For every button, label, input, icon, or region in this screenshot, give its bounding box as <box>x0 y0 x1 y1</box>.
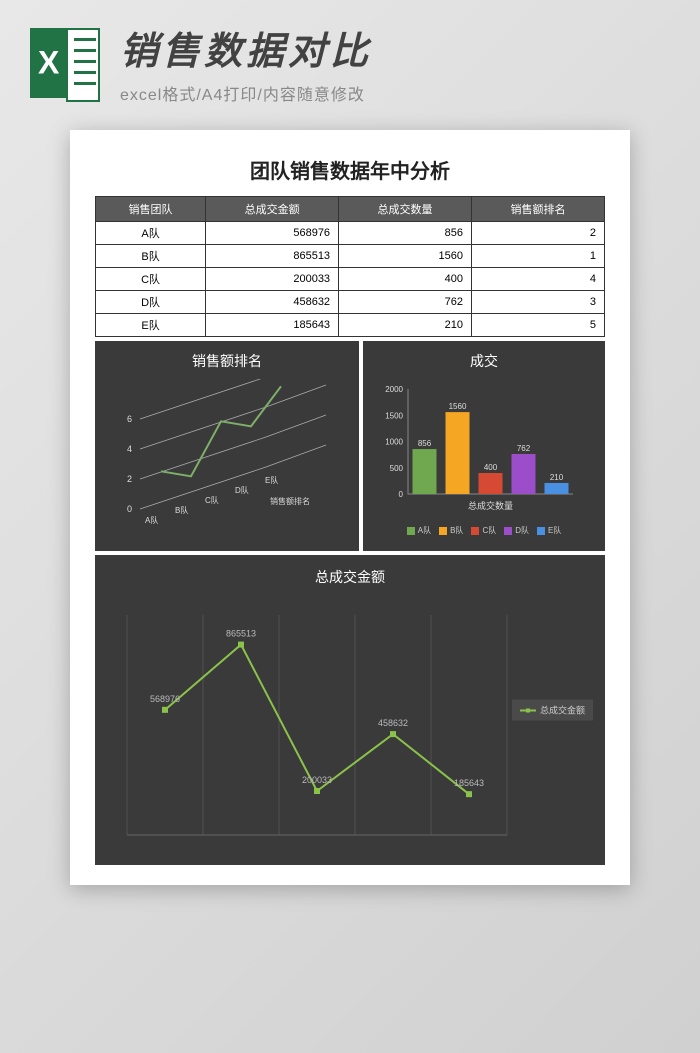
table-cell: E队 <box>96 314 206 337</box>
svg-text:2000: 2000 <box>385 385 403 394</box>
table-cell: 762 <box>339 291 472 314</box>
table-cell: 400 <box>339 268 472 291</box>
svg-text:C队: C队 <box>205 495 219 505</box>
table-cell: 185643 <box>206 314 339 337</box>
svg-text:865513: 865513 <box>226 629 256 639</box>
line-chart: 568976 865513 200033 458632 185643 <box>107 595 527 855</box>
svg-text:762: 762 <box>517 444 531 453</box>
table-cell: 1 <box>472 245 605 268</box>
bar-chart: 0 500 1000 1500 2000 856 1560 400 762 210 总成交数量 <box>373 379 583 519</box>
svg-text:总成交数量: 总成交数量 <box>468 500 513 511</box>
svg-text:1500: 1500 <box>385 411 403 420</box>
table-row: A队5689768562 <box>96 222 605 245</box>
table-header: 总成交金额 <box>206 197 339 222</box>
line-legend: 总成交金额 <box>512 700 593 721</box>
table-cell: A队 <box>96 222 206 245</box>
legend-item: C队 <box>471 525 496 536</box>
table-cell: 1560 <box>339 245 472 268</box>
line-chart-panel: 总成交金额 568976 865513 200033 458632 185643 总成交… <box>95 555 605 865</box>
table-row: E队1856432105 <box>96 314 605 337</box>
svg-text:185643: 185643 <box>454 778 484 788</box>
line-chart-title: 总成交金额 <box>107 567 593 587</box>
svg-text:500: 500 <box>390 464 404 473</box>
table-cell: C队 <box>96 268 206 291</box>
table-row: C队2000334004 <box>96 268 605 291</box>
svg-text:4: 4 <box>127 444 132 454</box>
table-row: D队4586327623 <box>96 291 605 314</box>
svg-text:销售额排名: 销售额排名 <box>270 496 310 506</box>
document-page: 团队销售数据年中分析 销售团队总成交金额总成交数量销售额排名 A队5689768… <box>70 130 630 885</box>
table-cell: 4 <box>472 268 605 291</box>
svg-text:1560: 1560 <box>449 402 467 411</box>
svg-text:6: 6 <box>127 414 132 424</box>
legend-item: D队 <box>504 525 529 536</box>
svg-text:200033: 200033 <box>302 775 332 785</box>
svg-text:568976: 568976 <box>150 694 180 704</box>
bar-chart-title: 成交 <box>373 351 595 371</box>
table-cell: 3 <box>472 291 605 314</box>
table-cell: 5 <box>472 314 605 337</box>
svg-text:210: 210 <box>550 473 564 482</box>
svg-text:458632: 458632 <box>378 718 408 728</box>
doc-title: 团队销售数据年中分析 <box>95 155 605 184</box>
table-cell: B队 <box>96 245 206 268</box>
table-cell: 200033 <box>206 268 339 291</box>
svg-text:E队: E队 <box>265 475 278 485</box>
svg-text:A队: A队 <box>145 515 158 525</box>
line-legend-label: 总成交金额 <box>540 704 585 717</box>
table-header: 销售额排名 <box>472 197 605 222</box>
legend-item: E队 <box>537 525 561 536</box>
table-cell: 856 <box>339 222 472 245</box>
header-text: 销售数据对比 excel格式/A4打印/内容随意修改 <box>120 20 670 105</box>
svg-text:0: 0 <box>399 490 404 499</box>
table-cell: 568976 <box>206 222 339 245</box>
table-cell: D队 <box>96 291 206 314</box>
svg-text:400: 400 <box>484 463 498 472</box>
table-cell: 865513 <box>206 245 339 268</box>
table-cell: 210 <box>339 314 472 337</box>
svg-text:0: 0 <box>127 504 132 514</box>
bar-legend: A队 B队 C队 D队 E队 <box>373 525 595 536</box>
template-header: 销售数据对比 excel格式/A4打印/内容随意修改 <box>0 0 700 120</box>
table-cell: 458632 <box>206 291 339 314</box>
header-title: 销售数据对比 <box>120 20 670 75</box>
svg-text:B队: B队 <box>175 505 188 515</box>
legend-item: B队 <box>439 525 463 536</box>
rank-chart-title: 销售额排名 <box>105 351 349 371</box>
header-subtitle: excel格式/A4打印/内容随意修改 <box>120 81 670 105</box>
svg-text:1000: 1000 <box>385 438 403 447</box>
table-header: 总成交数量 <box>339 197 472 222</box>
table-cell: 2 <box>472 222 605 245</box>
legend-item: A队 <box>407 525 431 536</box>
table-header: 销售团队 <box>96 197 206 222</box>
svg-text:2: 2 <box>127 474 132 484</box>
svg-text:D队: D队 <box>235 485 249 495</box>
svg-text:856: 856 <box>418 439 432 448</box>
rank-chart-panel: 销售额排名 0246A队B队C队D队E队销售额排名 <box>95 341 359 551</box>
bar-chart-panel: 成交 0 500 1000 1500 2000 856 1560 400 762 210 总成交数量… <box>363 341 605 551</box>
excel-icon <box>30 28 100 98</box>
table-row: B队86551315601 <box>96 245 605 268</box>
rank-chart: 0 2 4 6 A队 B队 C队 D队 E队销售额排名 <box>105 379 335 539</box>
sales-table: 销售团队总成交金额总成交数量销售额排名 A队5689768562B队865513… <box>95 196 605 337</box>
